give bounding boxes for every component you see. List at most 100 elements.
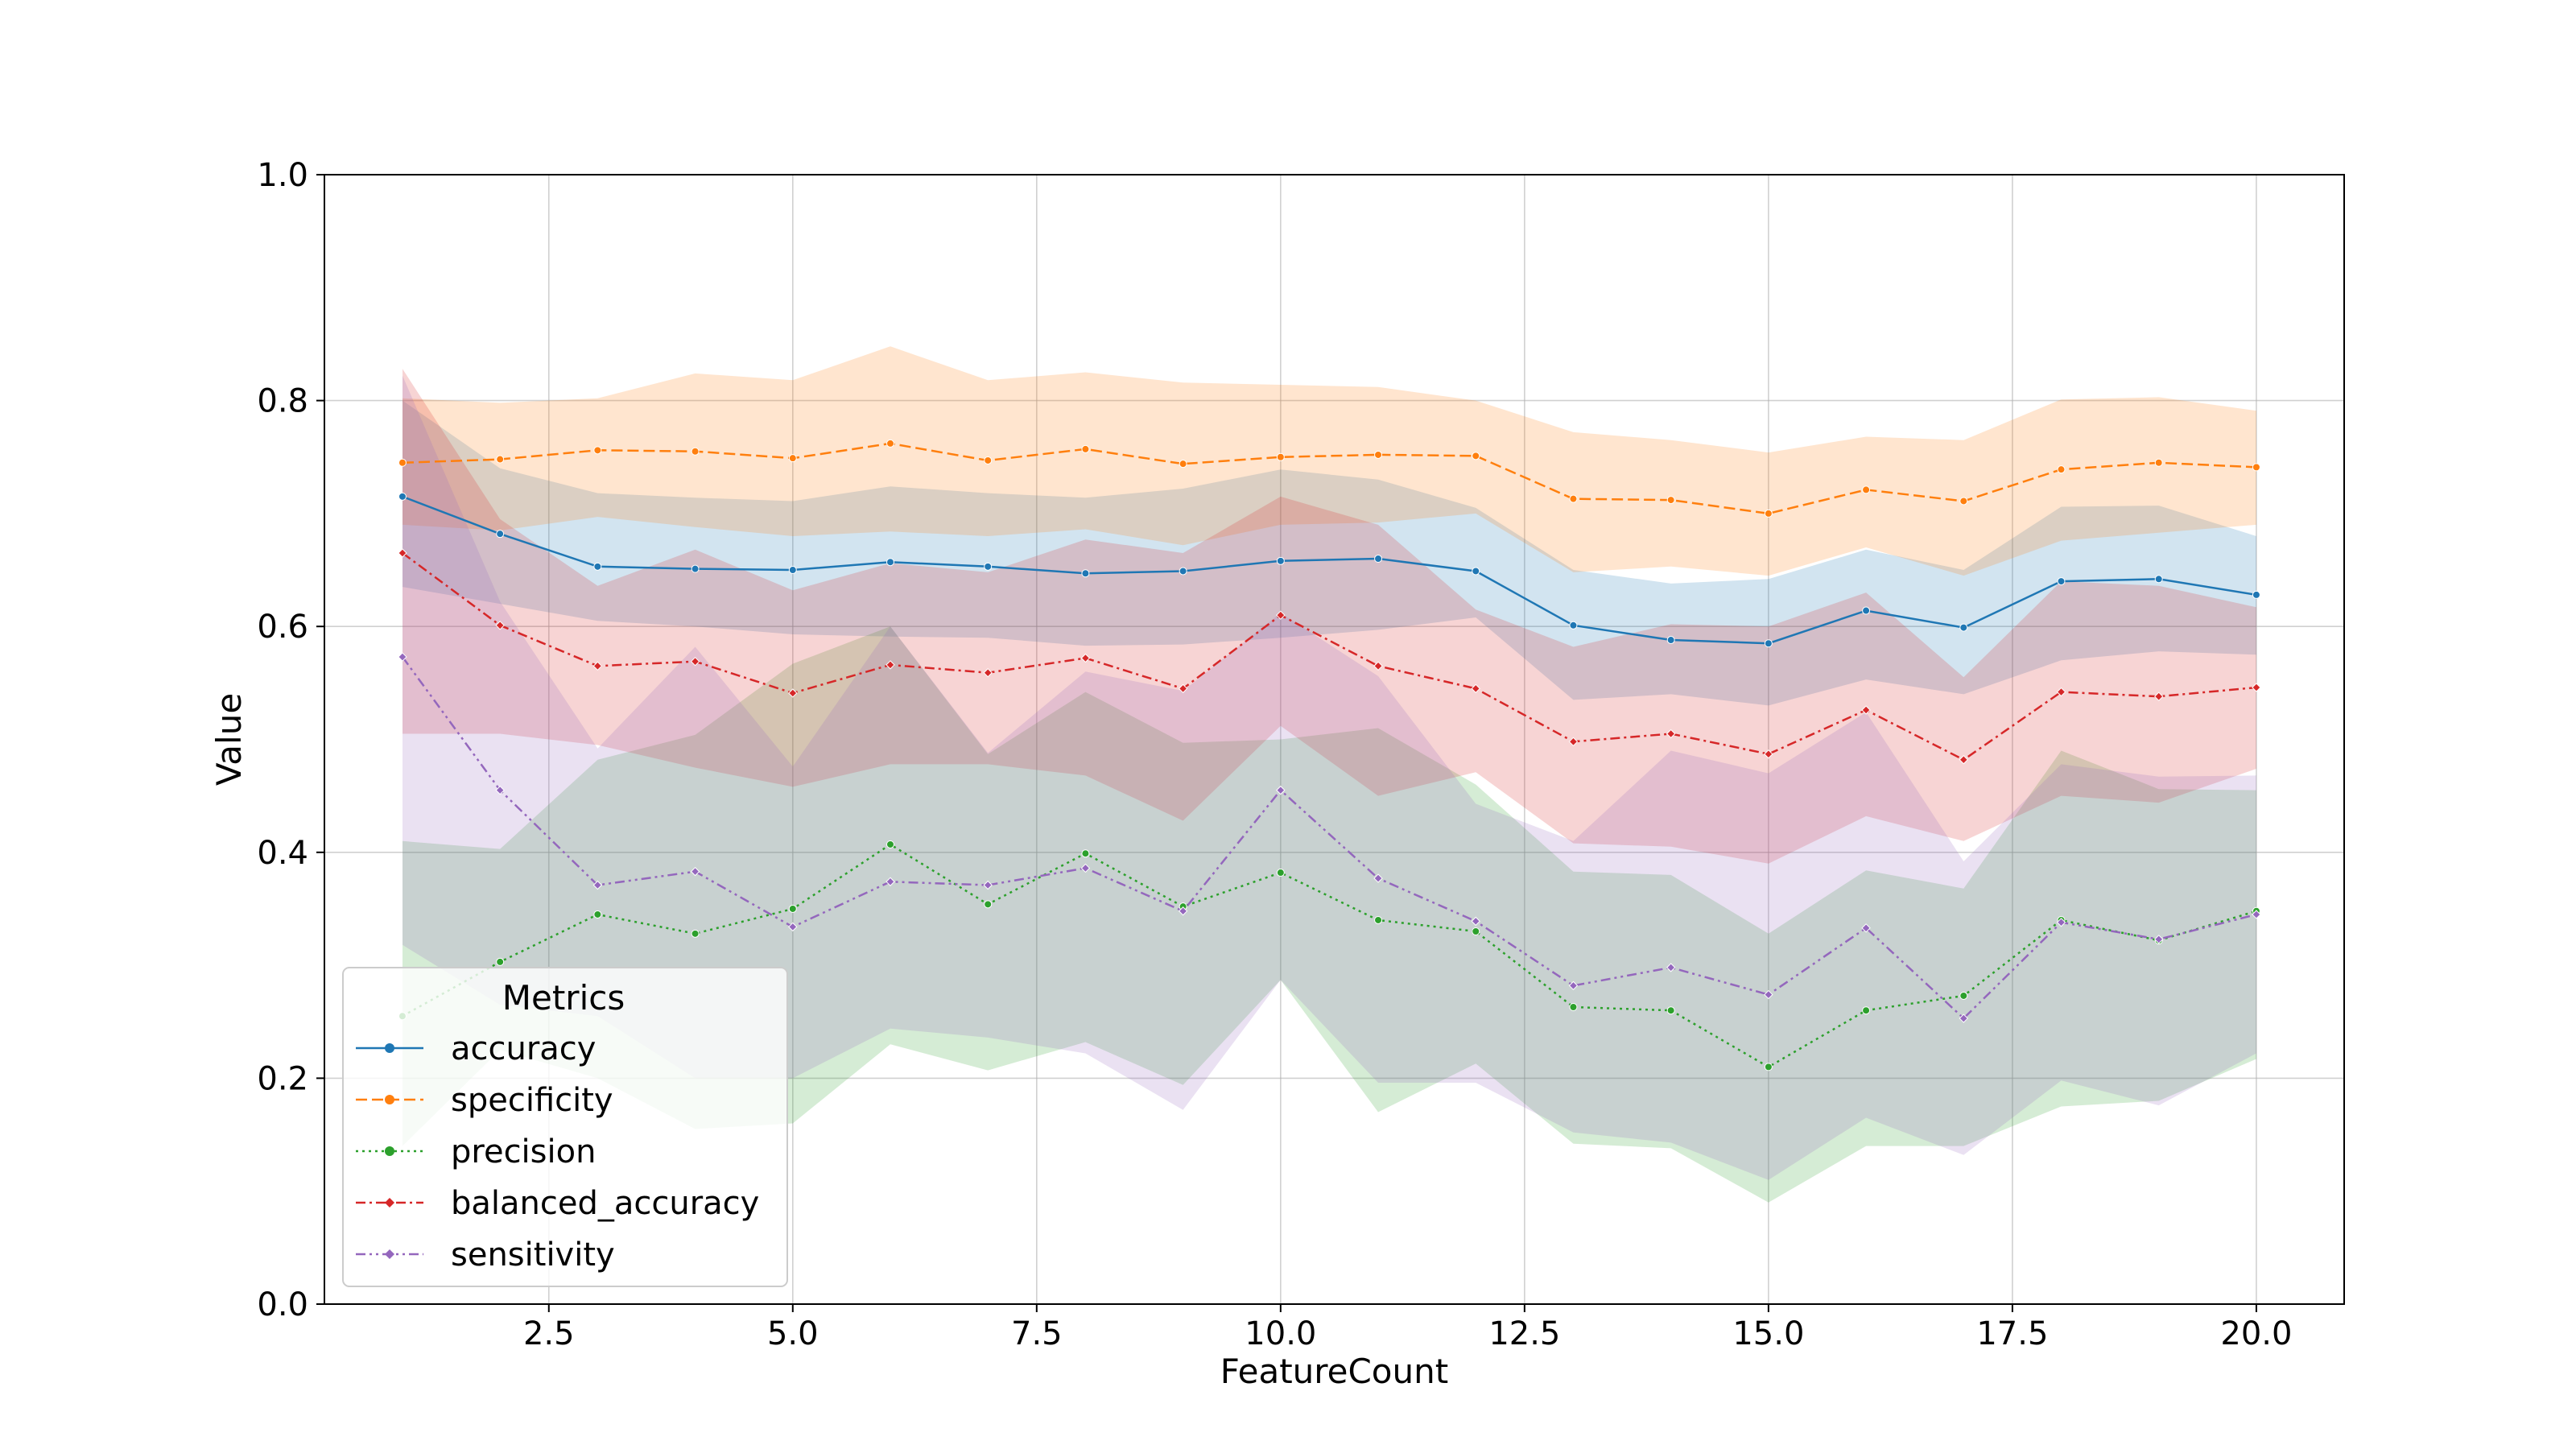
y-tick-label: 0.8 [257, 383, 308, 420]
specificity-point [1959, 497, 1968, 506]
legend-balanced-accuracy-label: balanced_accuracy [451, 1185, 759, 1222]
x-tick-label: 17.5 [1976, 1315, 2048, 1352]
sensitivity-point [1861, 923, 1871, 933]
specificity-point [1276, 452, 1285, 461]
confidence-bands [402, 346, 2256, 1203]
precision-point [1569, 1003, 1578, 1012]
precision-point [1276, 869, 1285, 877]
specificity-line [402, 442, 2256, 515]
accuracy-point [1472, 567, 1480, 576]
sensitivity-point [886, 877, 895, 886]
accuracy-point [1081, 569, 1090, 578]
accuracy-point [398, 492, 407, 501]
specificity-point [691, 447, 700, 456]
precision-point [496, 957, 505, 966]
accuracy-point [788, 566, 797, 575]
precision-point [788, 904, 797, 913]
precision-line [402, 843, 2257, 1068]
accuracy-point [593, 562, 602, 571]
sensitivity-point [1568, 980, 1579, 991]
balanced-accuracy-point [1959, 755, 1968, 765]
precision-point [691, 929, 700, 938]
sensitivity-point [2252, 910, 2261, 919]
accuracy-point [1276, 556, 1285, 565]
legend-sensitivity-marker [385, 1249, 394, 1259]
precision-point [593, 910, 602, 919]
specificity-point [398, 458, 407, 467]
x-tick-label: 12.5 [1488, 1315, 1560, 1352]
specificity-point [1179, 460, 1187, 469]
x-tick-label: 2.5 [523, 1315, 575, 1352]
sensitivity-point [983, 880, 993, 890]
balanced-accuracy-point [1373, 661, 1383, 671]
specificity-point [1666, 496, 1675, 505]
balanced-accuracy-point [1568, 737, 1579, 747]
specificity-point [1764, 509, 1773, 518]
x-tick-label: 5.0 [767, 1315, 819, 1352]
accuracy-band [402, 400, 2256, 706]
accuracy-point [1666, 636, 1675, 645]
precision-point [1862, 1006, 1871, 1015]
specificity-point [886, 439, 895, 448]
sensitivity-line [401, 656, 2257, 1020]
precision-point [886, 840, 895, 848]
precision-point [1472, 927, 1480, 936]
legend: Metrics accuracy specificity precision bala… [342, 967, 788, 1287]
sensitivity-point [2056, 918, 2066, 927]
specificity-point [1862, 485, 1871, 494]
specificity-point [788, 454, 797, 463]
accuracy-point [2057, 577, 2066, 586]
x-tick-label: 10.0 [1245, 1315, 1316, 1352]
legend-title: Metrics [502, 978, 625, 1018]
sensitivity-point [1373, 873, 1383, 883]
sensitivity-point [1471, 916, 1480, 927]
sensitivity-point [788, 922, 798, 932]
legend-sensitivity-label: sensitivity [451, 1236, 615, 1274]
x-tick-label: 15.0 [1732, 1315, 1804, 1352]
sensitivity-point [2153, 935, 2164, 944]
sensitivity-point [1276, 785, 1286, 795]
series-markers [398, 439, 2261, 1071]
sensitivity-point [690, 866, 700, 877]
accuracy-point [691, 564, 700, 573]
balanced-accuracy-point [1861, 705, 1871, 715]
balanced-accuracy-point [1471, 683, 1480, 694]
y-tick-label: 1.0 [257, 157, 308, 194]
precision-point [1666, 1006, 1675, 1015]
balanced-accuracy-point [398, 548, 407, 558]
x-tick-label: 7.5 [1011, 1315, 1063, 1352]
balanced-accuracy-point [1178, 683, 1188, 694]
legend-items: accuracy specificity precision balanced_acc… [356, 1030, 759, 1274]
plot-frame [324, 174, 2345, 1305]
x-axis-label: FeatureCount [1220, 1352, 1448, 1391]
sensitivity-point [592, 880, 603, 890]
specificity-point [2252, 463, 2260, 472]
accuracy-point [1569, 621, 1578, 630]
sensitivity-point [1080, 863, 1091, 873]
sensitivity-point [1178, 906, 1188, 916]
sensitivity-point [495, 785, 505, 795]
y-tick-label: 0.4 [257, 835, 308, 872]
sensitivity-point [1764, 989, 1773, 1000]
accuracy-point [2154, 575, 2163, 584]
precision-point [1081, 849, 1090, 858]
y-tick-label: 0.0 [257, 1286, 308, 1323]
balanced-accuracy-point [2153, 691, 2164, 701]
balanced-accuracy-point [1666, 729, 1676, 739]
accuracy-point [496, 530, 505, 539]
legend-box [342, 967, 788, 1287]
precision-point [1374, 915, 1383, 924]
accuracy-point [1764, 639, 1773, 648]
specificity-point [984, 456, 993, 464]
accuracy-point [1179, 567, 1187, 576]
series-lines [401, 442, 2257, 1068]
legend-specificity-label: specificity [451, 1082, 613, 1119]
balanced-accuracy-point [2252, 683, 2261, 692]
sensitivity-point [1959, 1013, 1968, 1023]
sensitivity-point [398, 652, 407, 662]
balanced-accuracy-point [983, 668, 993, 678]
accuracy-point [1862, 606, 1871, 615]
accuracy-point [2252, 590, 2260, 599]
precision-point [1764, 1063, 1773, 1071]
balanced-accuracy-point [1080, 653, 1091, 663]
